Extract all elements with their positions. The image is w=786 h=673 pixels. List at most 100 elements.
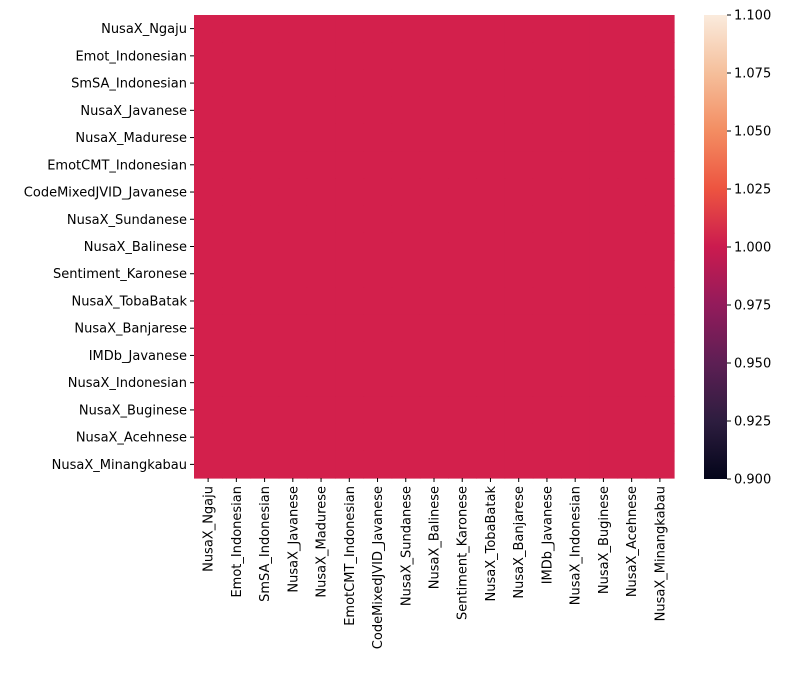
heatmap-cell [645, 42, 675, 71]
heatmap-cell [335, 42, 365, 71]
heatmap-cell [306, 178, 336, 207]
heatmap-cell [476, 69, 506, 98]
heatmap-cell [504, 341, 534, 370]
y-tick-label: NusaX_Banjarese [74, 322, 187, 337]
heatmap-cell [278, 314, 308, 343]
y-tick-label: NusaX_Indonesian [68, 376, 187, 391]
heatmap-cell [363, 450, 393, 479]
heatmap-cell [504, 287, 534, 316]
heatmap-cell [363, 423, 393, 452]
heatmap-cell [561, 205, 590, 234]
y-tick-label: NusaX_Madurese [75, 131, 187, 146]
y-tick-label: Emot_Indonesian [75, 49, 187, 64]
heatmap-cell [532, 232, 562, 261]
heatmap-cell [222, 205, 252, 234]
heatmap-cell [645, 96, 675, 125]
heatmap-cell [419, 341, 449, 370]
heatmap-cell [250, 178, 280, 207]
heatmap-cell [250, 396, 280, 425]
heatmap-cell [419, 450, 449, 479]
heatmap-cell [561, 96, 590, 125]
x-tick-label: NusaX_Acehnese [625, 486, 640, 597]
heatmap-cell [306, 314, 336, 343]
heatmap-cell [448, 314, 477, 343]
heatmap-cell [561, 423, 590, 452]
heatmap-cell [306, 96, 336, 125]
heatmap-cell [306, 396, 336, 425]
heatmap-cell [306, 205, 336, 234]
heatmap-cell [617, 96, 647, 125]
heatmap-cell [589, 260, 619, 288]
heatmap-cell [335, 423, 365, 452]
heatmap-cell [194, 369, 223, 397]
heatmap-cell [589, 15, 619, 43]
x-tick-label: NusaX_TobaBatak [484, 486, 499, 602]
heatmap-cell [645, 232, 675, 261]
heatmap-cell [194, 205, 223, 234]
heatmap-cell [194, 42, 223, 71]
heatmap-cell [448, 369, 477, 397]
heatmap-cell [194, 232, 223, 261]
heatmap-cell [363, 205, 393, 234]
heatmap-cell [504, 260, 534, 288]
colorbar [704, 15, 727, 479]
heatmap-cell [194, 423, 223, 452]
heatmap-cell [278, 260, 308, 288]
heatmap-cell [391, 314, 421, 343]
x-tick-label: NusaX_Indonesian [569, 486, 584, 605]
heatmap-cell [306, 450, 336, 479]
heatmap-cell [335, 260, 365, 288]
heatmap-cell [306, 287, 336, 316]
heatmap-cell [617, 123, 647, 152]
y-tick-label: EmotCMT_Indonesian [47, 158, 187, 173]
heatmap-cell [617, 232, 647, 261]
heatmap-cell [617, 15, 647, 43]
heatmap-cell [194, 69, 223, 98]
heatmap-cell [335, 96, 365, 125]
heatmap-cell [250, 151, 280, 180]
heatmap-cell [391, 423, 421, 452]
colorbar-ticks: 0.900 0.925 0.950 0.975 1.000 1.025 1.050 1.075… [727, 9, 771, 488]
heatmap-cell [589, 232, 619, 261]
x-tick-label: NusaX_Minangkabau [653, 486, 668, 621]
heatmap-cell [617, 69, 647, 98]
heatmap-cell [476, 314, 506, 343]
heatmap-cell [448, 260, 477, 288]
heatmap-cell [589, 42, 619, 71]
heatmap-cell [194, 123, 223, 152]
heatmap-cell [335, 151, 365, 180]
heatmap-cell [589, 69, 619, 98]
colorbar-tick-label: 1.100 [734, 9, 771, 24]
heatmap-cell [645, 260, 675, 288]
heatmap-cell [448, 123, 477, 152]
heatmap-cell [335, 15, 365, 43]
heatmap-cell [419, 69, 449, 98]
y-tick-label: SmSA_Indonesian [71, 77, 187, 92]
heatmap-cell [335, 123, 365, 152]
heatmap-cell [363, 341, 393, 370]
heatmap-cell [194, 287, 223, 316]
heatmap-cell [391, 42, 421, 71]
x-tick-label: NusaX_Sundanese [399, 486, 414, 606]
heatmap-cell [419, 314, 449, 343]
heatmap-cell [476, 341, 506, 370]
heatmap-cell [194, 314, 223, 343]
heatmap-cell [419, 15, 449, 43]
y-tick-label: CodeMixedJVID_Javanese [24, 186, 187, 201]
heatmap-cell [278, 205, 308, 234]
heatmap-cell [532, 396, 562, 425]
heatmap-cell [250, 260, 280, 288]
heatmap-cell [589, 151, 619, 180]
heatmap-cell [561, 178, 590, 207]
heatmap-cell [617, 178, 647, 207]
heatmap-cell [335, 396, 365, 425]
heatmap-cell [645, 178, 675, 207]
heatmap-cell [589, 205, 619, 234]
heatmap-cell [476, 369, 506, 397]
heatmap-cell [391, 151, 421, 180]
y-tick-label: NusaX_Javanese [80, 104, 187, 119]
heatmap-cell [504, 123, 534, 152]
heatmap-cell [363, 232, 393, 261]
heatmap-cell [222, 287, 252, 316]
heatmap-cell [645, 15, 675, 43]
